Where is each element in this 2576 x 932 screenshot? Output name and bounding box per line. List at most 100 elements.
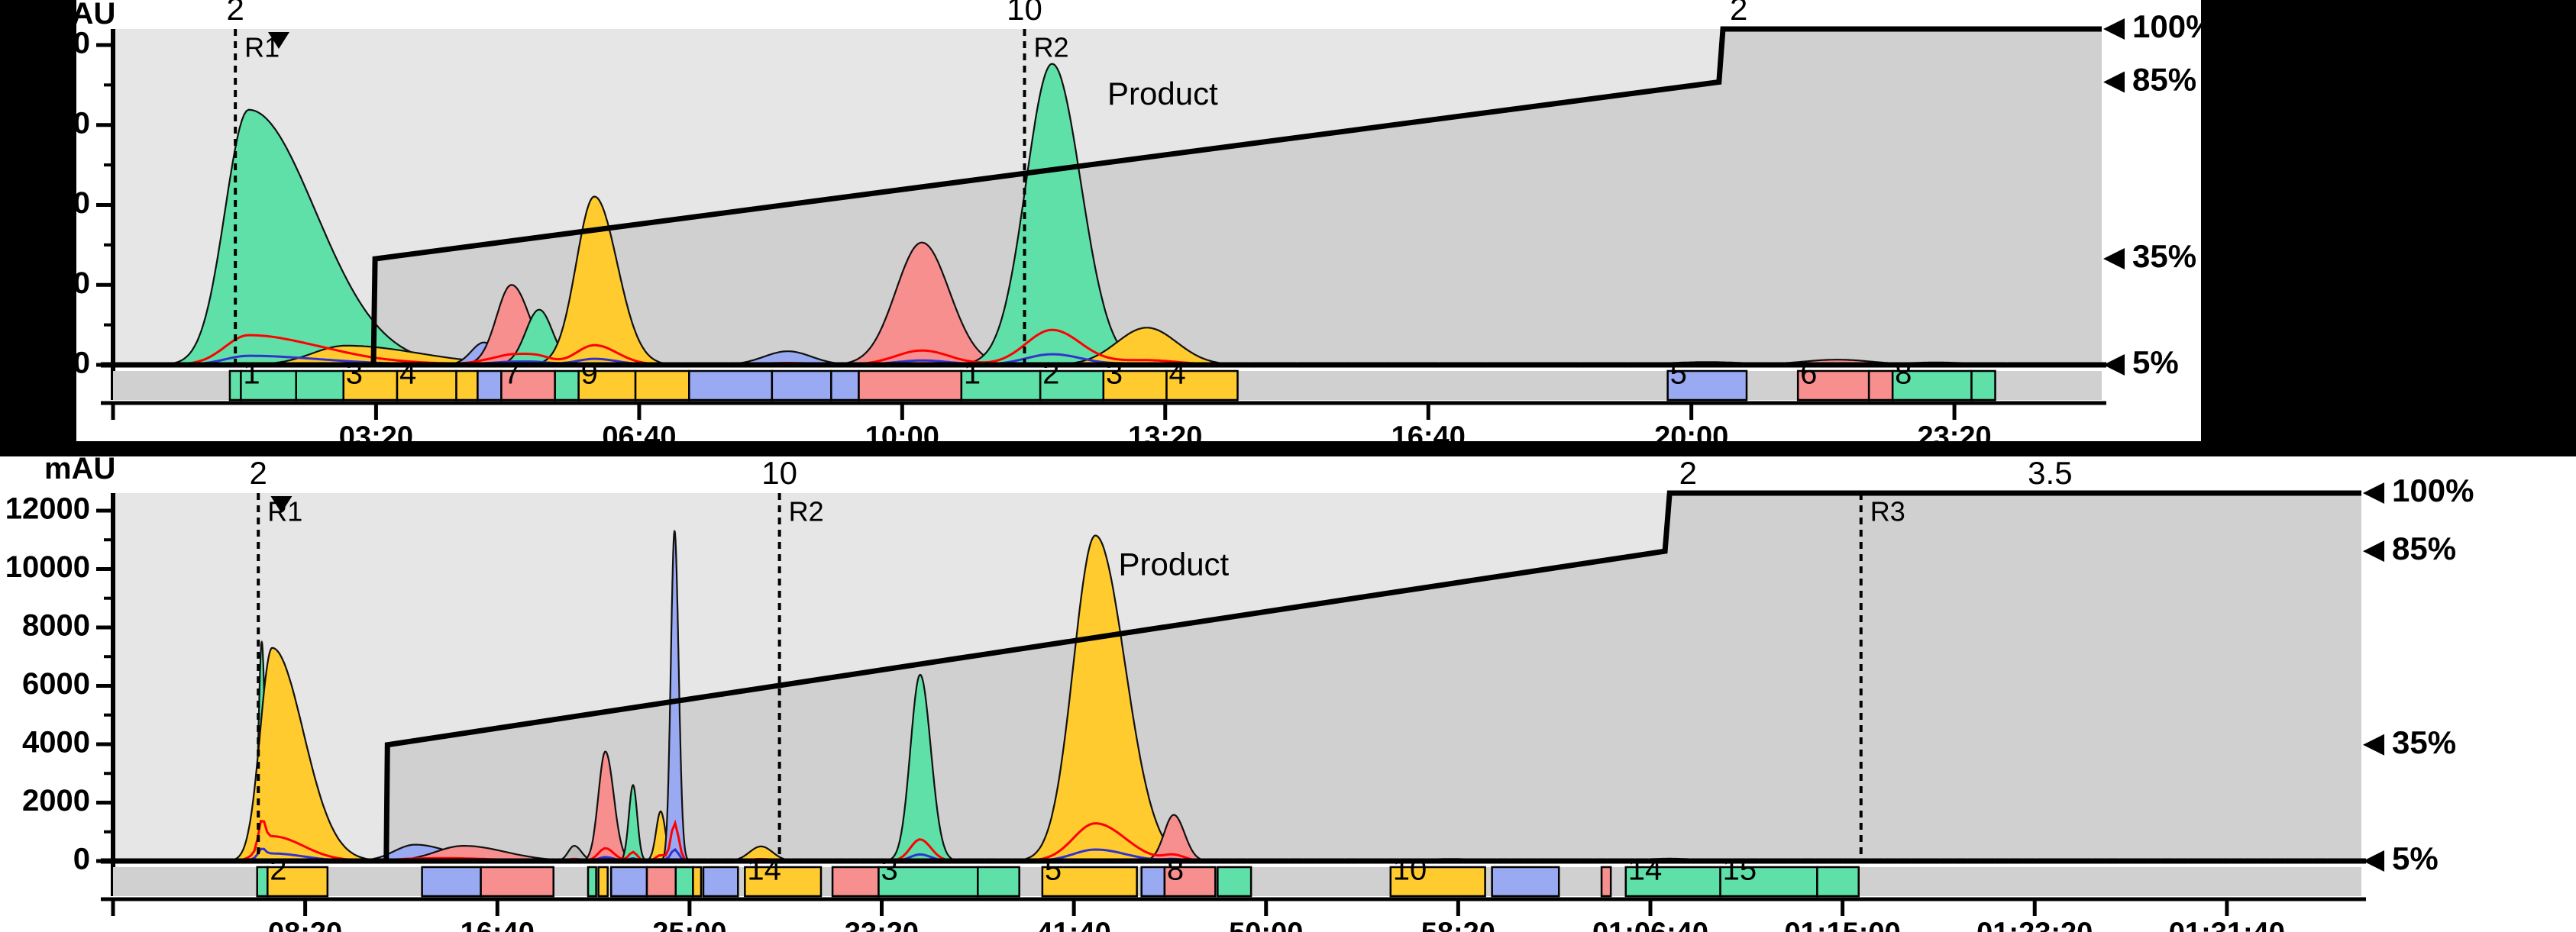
fraction-segment[interactable] [455,369,479,402]
fraction-segment[interactable] [1217,866,1252,898]
fraction-segment[interactable] [609,866,648,898]
fraction-segment[interactable] [1163,866,1217,898]
run-marks: R1 R2 R3 [257,493,1905,861]
x-tick-label: 58:20 [1421,917,1495,932]
y-tick-label: 4000 [76,186,90,220]
y-tick-label: 8000 [22,609,90,643]
fraction-segment[interactable] [1102,369,1168,402]
fraction-segment[interactable] [228,369,242,402]
x-tick-label: 33:20 [845,917,919,932]
fraction-segment[interactable] [587,866,597,898]
percent-label: 85% [2392,530,2456,566]
top-marker-value: 3.5 [2028,456,2072,491]
percent-marker-triangle [2363,540,2384,563]
fraction-label: 2 [270,853,286,887]
product-annotation: Product [1118,546,1229,582]
x-tick-label: 25:00 [652,917,726,932]
fraction-segment[interactable] [421,866,482,898]
fraction-segment[interactable] [1796,369,1870,402]
fraction-segment[interactable] [1970,369,1996,402]
fraction-segment[interactable] [744,866,823,898]
fraction-segment[interactable] [477,369,503,402]
y-axis-unit-top: mAU [44,0,116,31]
fraction-label: 3 [881,853,897,887]
percent-axis: 100% 85% 35% 5% [2363,472,2474,876]
fraction-segment[interactable] [858,369,963,402]
fraction-segment[interactable] [1041,866,1138,898]
x-tick-label: 01:31:40 [2169,917,2285,932]
fraction-segment[interactable] [577,369,637,402]
fraction-segment[interactable] [1491,866,1560,898]
x-tick-label: 03:20 [339,421,413,441]
fraction-segment[interactable] [554,369,580,402]
fraction-segment[interactable] [1140,866,1166,898]
x-tick-label: 01:15:00 [1785,917,1901,932]
fraction-segment[interactable] [1891,369,1973,402]
fraction-label: 5 [1670,357,1687,391]
fraction-label: 9 [581,357,598,391]
fraction-label: 2 [1042,357,1059,391]
chromatogram-top-svg: 1 3 4 7 9 1 2 3 4 5 6 8 8000 6000 4000 2000 0 03:20 06:40 1… [76,0,2201,441]
fraction-segment[interactable] [645,866,677,898]
fraction-label: 7 [503,357,520,391]
x-axis: 08:20 16:40 25:00 33:20 41:40 50:00 58:20 01:06… [111,899,2285,932]
fraction-segment[interactable] [1624,866,1721,898]
run-mark-label-R2: R2 [1034,31,1069,63]
injection-marker-triangle [270,496,293,513]
fraction-segment[interactable] [1719,866,1818,898]
fraction-segment[interactable] [831,866,880,898]
fraction-segment[interactable] [396,369,457,402]
fraction-label: 10 [1393,853,1427,887]
x-tick-label: 01:06:40 [1592,917,1708,932]
y-tick-label: 2000 [22,784,90,818]
top-markers: 2 10 2 3.5 [250,456,2073,491]
fraction-segment[interactable] [674,866,694,898]
chromatogram-top-panel: mAU 1 3 4 7 9 1 2 3 4 5 6 8 8000 6000 4000 2000 0 03:20 06… [44,0,2201,441]
percent-label: 5% [2132,344,2179,380]
fraction-segment[interactable] [1389,866,1486,898]
injection-marker-triangle [268,32,289,49]
peak-11 [881,673,964,863]
fraction-segment[interactable] [1165,369,1239,402]
fraction-segment[interactable] [960,369,1042,402]
fraction-segment[interactable] [830,369,860,402]
gradient-fill-area [375,29,2102,365]
fraction-label: 3 [346,357,363,391]
fraction-segment[interactable] [1867,369,1894,402]
top-marker-value: 2 [226,0,244,27]
x-tick-label: 16:40 [461,917,535,932]
x-tick-label: 10:00 [865,421,939,441]
fraction-segment[interactable] [634,369,690,402]
x-axis: 03:20 06:40 10:00 13:20 16:40 20:00 23:20 [111,403,1992,441]
fraction-segment[interactable] [267,866,329,898]
fraction-segment[interactable] [977,866,1020,898]
x-tick-label: 06:40 [602,421,676,441]
fraction-bar: 2 14 3 5 8 10 14 15 [113,853,2361,898]
gradient-fill-area [387,493,2361,861]
fraction-segment[interactable] [702,866,739,898]
x-tick-label: 01:23:20 [1976,917,2093,932]
run-mark-label-R3: R3 [1870,495,1905,527]
fraction-label: 14 [747,853,781,887]
fraction-segment[interactable] [480,866,554,898]
fraction-segment[interactable] [692,866,703,898]
fraction-label: 14 [1628,853,1663,887]
fraction-segment[interactable] [256,866,269,898]
fraction-segment[interactable] [771,369,832,402]
percent-marker-triangle [2103,354,2125,376]
y-tick-label: 12000 [5,492,90,526]
percent-marker-triangle [2103,18,2125,40]
fraction-segment[interactable] [295,369,344,402]
percent-axis: 100% 85% 35% 5% [2103,8,2201,380]
percent-label: 35% [2132,238,2196,274]
fraction-segment[interactable] [1666,369,1748,402]
fraction-segment[interactable] [1816,866,1860,898]
fraction-segment[interactable] [688,369,774,402]
peak-9 [658,529,692,863]
fraction-segment[interactable] [342,369,399,402]
fraction-segment[interactable] [597,866,609,898]
percent-marker-triangle [2103,248,2125,270]
top-marker-value: 2 [250,456,267,491]
fraction-label: 15 [1723,853,1757,887]
fraction-segment[interactable] [1600,866,1612,898]
